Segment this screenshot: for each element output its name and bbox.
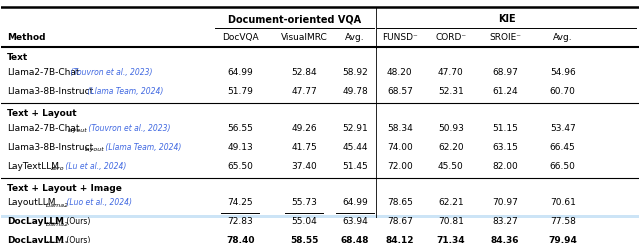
Text: SROIE⁻: SROIE⁻	[489, 33, 521, 42]
Text: CORD⁻: CORD⁻	[435, 33, 467, 42]
Text: 52.84: 52.84	[291, 68, 317, 77]
Text: Avg.: Avg.	[346, 33, 365, 42]
Text: 56.55: 56.55	[227, 124, 253, 133]
Text: 68.48: 68.48	[341, 236, 369, 243]
Text: 70.97: 70.97	[492, 199, 518, 208]
Text: 49.26: 49.26	[291, 124, 317, 133]
Text: 77.58: 77.58	[550, 217, 575, 226]
Text: VisualMRC: VisualMRC	[281, 33, 328, 42]
Text: 72.00: 72.00	[387, 162, 413, 171]
Text: KIE: KIE	[498, 14, 516, 24]
Text: 74.25: 74.25	[227, 199, 253, 208]
Text: Llama3-8B-Instruct: Llama3-8B-Instruct	[7, 87, 93, 96]
Text: 55.04: 55.04	[291, 217, 317, 226]
Text: 68.97: 68.97	[492, 68, 518, 77]
Text: 45.50: 45.50	[438, 162, 464, 171]
Text: 82.00: 82.00	[492, 162, 518, 171]
Text: 71.34: 71.34	[436, 236, 465, 243]
Text: (Ours): (Ours)	[64, 217, 90, 226]
Text: Llama2: Llama2	[46, 222, 69, 227]
Text: DocLayLLM: DocLayLLM	[7, 236, 64, 243]
Text: 51.79: 51.79	[227, 87, 253, 96]
Text: Text + Layout + Image: Text + Layout + Image	[7, 184, 122, 193]
Text: 68.57: 68.57	[387, 87, 413, 96]
Text: layout: layout	[68, 129, 88, 133]
Text: 58.92: 58.92	[342, 68, 368, 77]
Text: 64.99: 64.99	[342, 199, 368, 208]
Text: FUNSD⁻: FUNSD⁻	[382, 33, 418, 42]
Text: 62.20: 62.20	[438, 143, 464, 152]
Text: 62.21: 62.21	[438, 199, 464, 208]
Text: LayoutLLM: LayoutLLM	[7, 199, 56, 208]
Text: 84.12: 84.12	[385, 236, 414, 243]
Text: 70.61: 70.61	[550, 199, 575, 208]
Text: 66.50: 66.50	[550, 162, 575, 171]
Text: Text: Text	[7, 53, 28, 62]
Text: DocLayLLM: DocLayLLM	[7, 217, 64, 226]
Text: 70.81: 70.81	[438, 217, 464, 226]
Text: 78.40: 78.40	[226, 236, 255, 243]
Text: 55.73: 55.73	[291, 199, 317, 208]
Text: 78.65: 78.65	[387, 199, 413, 208]
Text: (Lu et al., 2024): (Lu et al., 2024)	[63, 162, 127, 171]
Text: 65.50: 65.50	[227, 162, 253, 171]
Text: 63.94: 63.94	[342, 217, 368, 226]
Text: 51.15: 51.15	[492, 124, 518, 133]
Text: Avg.: Avg.	[553, 33, 573, 42]
Text: Text + Layout: Text + Layout	[7, 109, 77, 118]
Text: Llama3-8B-Instruct: Llama3-8B-Instruct	[7, 143, 93, 152]
Text: 64.99: 64.99	[227, 68, 253, 77]
Text: 48.20: 48.20	[387, 68, 413, 77]
Text: layout: layout	[85, 147, 105, 152]
Text: 49.78: 49.78	[342, 87, 368, 96]
Text: Llama2: Llama2	[46, 203, 69, 208]
Text: 83.27: 83.27	[492, 217, 518, 226]
Text: (Llama Team, 2024): (Llama Team, 2024)	[103, 143, 182, 152]
Text: 37.40: 37.40	[291, 162, 317, 171]
Text: (Luo et al., 2024): (Luo et al., 2024)	[64, 199, 132, 208]
Text: Llama2-7B-Chat: Llama2-7B-Chat	[7, 68, 79, 77]
Text: 79.94: 79.94	[548, 236, 577, 243]
Text: (Touvron et al., 2023): (Touvron et al., 2023)	[68, 68, 152, 77]
Text: 60.70: 60.70	[550, 87, 575, 96]
Text: LayTextLLM: LayTextLLM	[7, 162, 59, 171]
Text: 58.34: 58.34	[387, 124, 413, 133]
Text: 74.00: 74.00	[387, 143, 413, 152]
Text: 63.15: 63.15	[492, 143, 518, 152]
Text: 51.45: 51.45	[342, 162, 368, 171]
Text: 61.24: 61.24	[492, 87, 518, 96]
Text: (Touvron et al., 2023): (Touvron et al., 2023)	[86, 124, 170, 133]
Text: 58.55: 58.55	[290, 236, 318, 243]
Text: 41.75: 41.75	[291, 143, 317, 152]
Text: zero: zero	[51, 166, 64, 171]
Text: Method: Method	[7, 33, 45, 42]
Text: Document-oriented VQA: Document-oriented VQA	[228, 14, 361, 24]
Text: 66.45: 66.45	[550, 143, 575, 152]
Text: Llama3: Llama3	[46, 241, 69, 243]
Text: 53.47: 53.47	[550, 124, 575, 133]
Text: 52.91: 52.91	[342, 124, 368, 133]
Text: DocVQA: DocVQA	[222, 33, 259, 42]
Text: 72.83: 72.83	[227, 217, 253, 226]
Text: 78.67: 78.67	[387, 217, 413, 226]
Text: 45.44: 45.44	[342, 143, 368, 152]
Text: 84.36: 84.36	[491, 236, 520, 243]
Text: (Ours): (Ours)	[64, 236, 90, 243]
Text: 52.31: 52.31	[438, 87, 464, 96]
Text: 47.70: 47.70	[438, 68, 464, 77]
Text: (Llama Team, 2024): (Llama Team, 2024)	[85, 87, 164, 96]
Text: 50.93: 50.93	[438, 124, 464, 133]
Bar	[1, 234, 639, 243]
Text: Llama2-7B-Chat: Llama2-7B-Chat	[7, 124, 79, 133]
Text: 47.77: 47.77	[291, 87, 317, 96]
Text: 49.13: 49.13	[227, 143, 253, 152]
Text: 54.96: 54.96	[550, 68, 575, 77]
Bar	[1, 215, 639, 234]
